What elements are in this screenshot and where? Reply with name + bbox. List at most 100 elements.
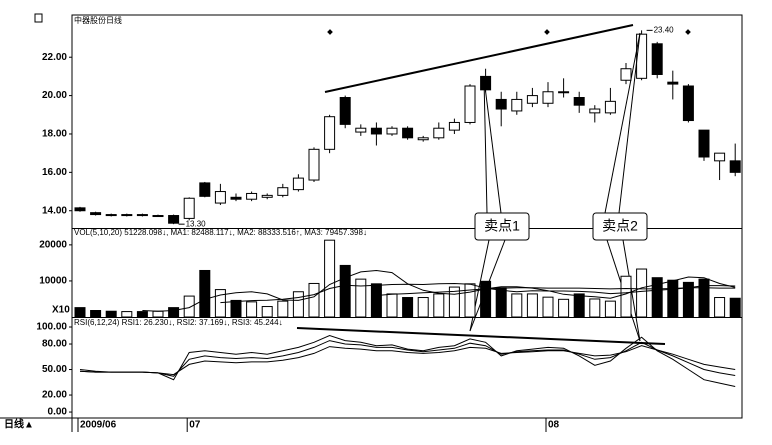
candle-body (183, 197, 195, 219)
trend-line (296, 327, 666, 345)
extreme-label: 13.30 (186, 219, 207, 228)
candle-body (542, 91, 554, 104)
candle-body (121, 214, 133, 217)
volume-bar (105, 310, 117, 318)
volume-bar (651, 277, 663, 318)
volume-bar (589, 298, 601, 318)
chart-title: 中器股份日线 (74, 15, 122, 25)
y-tick-label: 10000 (39, 276, 67, 287)
volume-bar (355, 278, 367, 318)
candle-body (698, 129, 710, 158)
candle-body (573, 97, 585, 106)
y-tick-label: 100.00 (36, 322, 67, 333)
x-axis-label: 日线▲ (4, 418, 34, 431)
volume-bar (573, 293, 585, 318)
y-tick-label: 50.00 (42, 364, 67, 375)
volume-bar (433, 293, 445, 318)
volume-bar (417, 297, 429, 318)
y-tick-label: 20000 (39, 240, 67, 251)
callout-text: 卖点1 (484, 218, 520, 234)
event-marker (544, 29, 550, 35)
rsi-line (79, 334, 736, 387)
candle-body (230, 196, 242, 200)
candle-body (90, 212, 102, 216)
candle-body (214, 191, 226, 204)
volume-bar (667, 279, 679, 318)
candle-body (74, 207, 86, 212)
volume-unit: X10 (52, 305, 70, 316)
volume-bar (90, 310, 102, 318)
candle-body (261, 194, 273, 198)
candle-body (386, 127, 398, 135)
candle-body (714, 152, 726, 162)
candle-body (292, 177, 304, 191)
event-marker (685, 29, 691, 35)
candle-body (526, 95, 538, 104)
candle-body (448, 121, 460, 131)
callout-box (474, 212, 530, 241)
volume-bar (682, 281, 694, 318)
rsi-line (79, 340, 736, 377)
candle-body (682, 85, 694, 122)
candle-body (589, 108, 601, 114)
candle-body (168, 215, 180, 224)
volume-bar (339, 264, 351, 318)
volume-bar (136, 311, 148, 318)
y-tick-label: 0.00 (48, 407, 68, 418)
volume-bar (199, 269, 211, 318)
candle-body (277, 187, 289, 196)
volume-bar (511, 293, 523, 318)
volume-bar (261, 306, 273, 318)
volume-bar (214, 289, 226, 318)
y-tick-label: 18.00 (42, 129, 67, 140)
rsi-line (79, 345, 736, 376)
candle-body (402, 127, 414, 139)
callout: 卖点2 (592, 32, 648, 342)
candle-body (729, 160, 741, 173)
candle-body (651, 43, 663, 75)
callout-text: 卖点2 (602, 218, 638, 234)
volume-bar (277, 300, 289, 318)
volume-bar (230, 299, 242, 318)
volume-bar (542, 296, 554, 318)
candle-body (370, 127, 382, 135)
candle-body (620, 68, 632, 81)
volume-bar (246, 301, 258, 318)
rsi-legend: RSI(6,12,24) RSI1: 26.230↓, RSI2: 37.169… (74, 318, 283, 327)
volume-legend: VOL(5,10,20) 51228.098↓, MA1: 82488.117↓… (74, 228, 367, 237)
callout-line (483, 78, 502, 214)
volume-bar (324, 239, 336, 318)
mode-icon (34, 13, 43, 23)
event-markers (327, 29, 691, 35)
volume-bar (480, 280, 492, 318)
candle-body (355, 127, 367, 133)
trend-line (324, 24, 634, 93)
candle-body (464, 85, 476, 123)
volume-bar (386, 293, 398, 318)
ma-line (376, 287, 736, 296)
candle-body (246, 192, 258, 200)
volume-bar (495, 287, 507, 318)
volume-bar (448, 286, 460, 318)
volume-bar (698, 278, 710, 318)
volume-bar (121, 311, 133, 318)
volume-bar (558, 298, 570, 318)
y-tick-label: 20.00 (42, 390, 67, 401)
candle-body (339, 97, 351, 125)
candle-body (136, 214, 148, 217)
candle-body (667, 81, 679, 85)
y-tick-label: 20.00 (42, 90, 67, 101)
y-tick-label: 80.00 (42, 339, 67, 350)
candle-body (604, 100, 616, 114)
volume-bar (370, 283, 382, 318)
candle-body (199, 182, 211, 197)
volume-bar (402, 297, 414, 318)
volume-bar (464, 283, 476, 318)
candle-body (152, 215, 164, 218)
x-tick-label: 07 (189, 420, 201, 431)
candle-body (558, 91, 570, 94)
callout-line (618, 32, 641, 214)
y-tick-label: 22.00 (42, 52, 67, 63)
candle-body (433, 127, 445, 139)
